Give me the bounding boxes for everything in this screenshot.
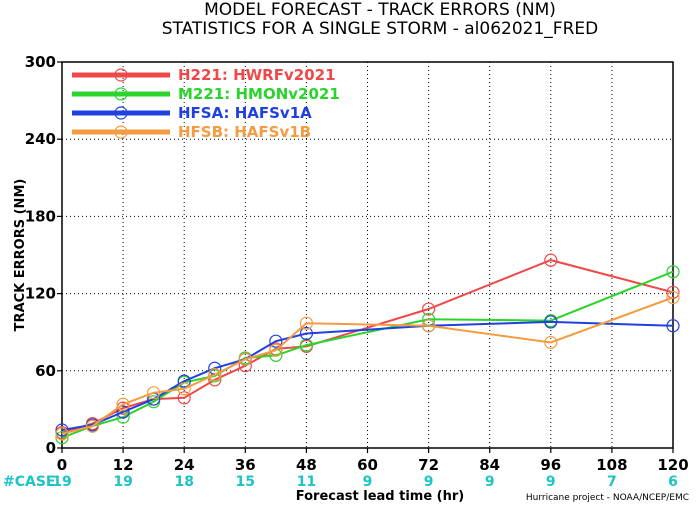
case-count: 19 [52,474,71,490]
series-3 [55,290,680,441]
data-point [422,302,436,316]
x-tick-label: 36 [235,456,256,474]
chart-title: MODEL FORECAST - TRACK ERRORS (NM) [204,0,556,20]
x-tick-label: 12 [113,456,134,474]
y-tick-label: 60 [35,362,56,380]
data-point [55,431,69,445]
case-count: 9 [546,474,556,490]
x-tick-label: 84 [479,456,500,474]
case-count: 15 [236,474,255,490]
y-tick-label: 120 [25,285,56,303]
data-point [147,386,161,400]
case-count: 9 [485,474,495,490]
data-point [544,315,558,329]
x-axis-label: Forecast lead time (hr) [296,489,464,504]
data-point [177,374,191,388]
data-point [208,368,222,382]
legend-item: HFSA: HAFSv1A [72,104,312,122]
data-point [177,391,191,405]
legend-marker [114,87,128,101]
x-tick-label: 108 [596,456,627,474]
x-tick-label: 24 [174,456,195,474]
data-point [177,382,191,396]
data-point [299,316,313,330]
case-count: 7 [607,474,617,490]
legend-marker [114,106,128,120]
data-point [85,419,100,433]
legend-label: HFSA: HAFSv1A [178,104,312,122]
legend-label: HFSB: HAFSv1B [178,123,311,141]
case-count: 19 [113,474,132,490]
x-tick-label: 0 [57,456,67,474]
data-point [55,427,69,441]
data-point [238,352,252,366]
data-point [299,326,313,341]
legend-label: M221: HMONv2021 [178,85,340,103]
data-point [666,319,680,333]
legend-item: M221: HMONv2021 [72,85,340,103]
x-tick-label: 96 [540,456,561,474]
data-point [116,405,130,419]
legend-item: HFSB: HAFSv1B [72,123,311,141]
x-tick-label: 48 [296,456,317,474]
data-point [269,343,283,357]
legend-marker [114,125,128,139]
y-axis-label: TRACK ERRORS (NM) [13,179,28,332]
case-count: 9 [363,474,373,490]
x-tick-label: 120 [657,456,688,474]
y-tick-label: 0 [46,439,56,457]
case-count: 18 [174,474,193,490]
legend-label: H221: HWRFv2021 [178,66,336,84]
legend-item: H221: HWRFv2021 [72,66,336,84]
data-point [544,253,558,267]
credit-text: Hurricane project - NOAA/NCEP/EMC [526,493,689,503]
data-point [544,335,558,350]
case-count: 11 [297,474,316,490]
data-point [422,319,436,333]
data-point [55,423,69,437]
series-layer [55,253,680,445]
y-tick-label: 240 [25,130,56,148]
data-point [116,397,130,411]
chart-subtitle: STATISTICS FOR A SINGLE STORM - al062021… [162,19,598,39]
x-tick-label: 60 [357,456,378,474]
data-point [269,334,283,348]
case-count: 9 [424,474,434,490]
data-point [666,290,680,305]
x-axis-ticks: 0 12 24 36 48 60 72 84 96 108 120 [57,448,689,474]
data-point [666,265,680,279]
y-axis-ticks: 0 60 120 180 240 300 [25,53,62,457]
x-tick-label: 72 [418,456,439,474]
y-tick-label: 300 [25,53,56,71]
y-tick-label: 180 [25,207,56,225]
case-row-label: #CASE [3,474,56,490]
legend-marker [114,68,128,82]
case-count: 6 [668,474,678,490]
